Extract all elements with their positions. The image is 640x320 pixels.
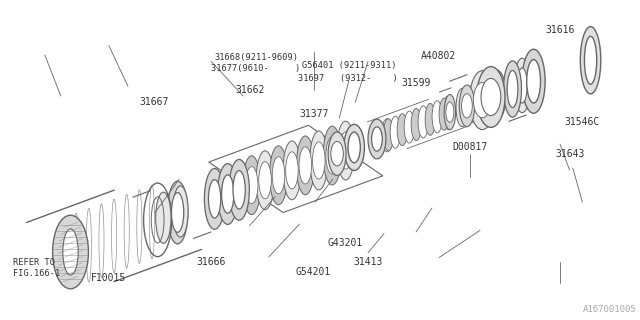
Ellipse shape bbox=[209, 180, 221, 218]
Ellipse shape bbox=[481, 78, 500, 116]
Ellipse shape bbox=[514, 58, 531, 113]
Ellipse shape bbox=[63, 229, 78, 275]
Text: FIG.166-1: FIG.166-1 bbox=[13, 269, 60, 278]
Ellipse shape bbox=[331, 141, 343, 166]
Ellipse shape bbox=[580, 27, 601, 94]
Ellipse shape bbox=[517, 68, 527, 103]
Ellipse shape bbox=[323, 126, 341, 185]
Ellipse shape bbox=[326, 137, 339, 174]
Text: G54201: G54201 bbox=[296, 267, 332, 277]
Ellipse shape bbox=[584, 36, 596, 84]
Ellipse shape bbox=[167, 181, 188, 244]
Ellipse shape bbox=[527, 60, 541, 103]
Ellipse shape bbox=[259, 162, 271, 199]
Text: 31616: 31616 bbox=[545, 25, 575, 36]
Ellipse shape bbox=[456, 88, 468, 127]
Ellipse shape bbox=[328, 132, 346, 175]
Ellipse shape bbox=[390, 116, 401, 148]
Ellipse shape bbox=[344, 124, 364, 171]
Ellipse shape bbox=[383, 119, 394, 151]
Ellipse shape bbox=[173, 186, 188, 237]
Text: D00817: D00817 bbox=[452, 142, 488, 152]
Text: 31662: 31662 bbox=[235, 84, 264, 95]
Ellipse shape bbox=[368, 119, 386, 159]
Text: 31697   (9312-    ): 31697 (9312- ) bbox=[298, 74, 397, 83]
Ellipse shape bbox=[245, 167, 258, 204]
Ellipse shape bbox=[310, 131, 328, 190]
Ellipse shape bbox=[299, 147, 312, 184]
Ellipse shape bbox=[446, 102, 454, 122]
Ellipse shape bbox=[312, 142, 325, 179]
Ellipse shape bbox=[507, 70, 518, 108]
Ellipse shape bbox=[504, 61, 522, 117]
Ellipse shape bbox=[397, 114, 408, 146]
Ellipse shape bbox=[221, 175, 234, 213]
Ellipse shape bbox=[348, 132, 360, 163]
Ellipse shape bbox=[372, 127, 382, 151]
Ellipse shape bbox=[487, 70, 506, 120]
Text: A167001005: A167001005 bbox=[583, 305, 637, 314]
Ellipse shape bbox=[285, 152, 298, 189]
Text: 31668(9211-9609): 31668(9211-9609) bbox=[214, 53, 298, 62]
Text: A40802: A40802 bbox=[420, 51, 456, 61]
Ellipse shape bbox=[218, 164, 238, 224]
Ellipse shape bbox=[296, 136, 314, 195]
Ellipse shape bbox=[474, 83, 492, 118]
Text: G56401 (9211-9311): G56401 (9211-9311) bbox=[301, 61, 396, 70]
Text: 31677(9610-     ): 31677(9610- ) bbox=[211, 64, 301, 73]
Ellipse shape bbox=[243, 156, 260, 215]
Text: G43201: G43201 bbox=[328, 238, 364, 248]
Ellipse shape bbox=[269, 146, 287, 205]
Ellipse shape bbox=[411, 108, 421, 140]
Ellipse shape bbox=[477, 67, 505, 127]
Ellipse shape bbox=[272, 157, 285, 194]
Ellipse shape bbox=[156, 192, 171, 243]
Ellipse shape bbox=[172, 193, 184, 232]
Text: 31599: 31599 bbox=[401, 78, 431, 88]
Ellipse shape bbox=[52, 215, 88, 289]
Text: 31546C: 31546C bbox=[564, 116, 600, 127]
Ellipse shape bbox=[439, 98, 449, 130]
Ellipse shape bbox=[461, 94, 472, 118]
Text: 31643: 31643 bbox=[555, 148, 584, 159]
Ellipse shape bbox=[283, 141, 301, 200]
Ellipse shape bbox=[204, 168, 225, 229]
Ellipse shape bbox=[233, 171, 245, 209]
Ellipse shape bbox=[256, 151, 274, 210]
Ellipse shape bbox=[229, 159, 250, 220]
Ellipse shape bbox=[339, 132, 352, 169]
Text: 31413: 31413 bbox=[353, 257, 383, 268]
Ellipse shape bbox=[337, 121, 355, 180]
Text: 31666: 31666 bbox=[196, 257, 226, 268]
Ellipse shape bbox=[470, 76, 489, 126]
Text: F10015: F10015 bbox=[91, 273, 127, 284]
Ellipse shape bbox=[444, 94, 456, 130]
Ellipse shape bbox=[425, 103, 435, 135]
Ellipse shape bbox=[418, 106, 428, 138]
Ellipse shape bbox=[467, 84, 480, 123]
Text: 31377: 31377 bbox=[299, 108, 328, 119]
Ellipse shape bbox=[460, 85, 475, 127]
Ellipse shape bbox=[522, 49, 545, 113]
Text: 31667: 31667 bbox=[139, 97, 168, 108]
Text: REFER TO: REFER TO bbox=[13, 258, 55, 267]
Ellipse shape bbox=[404, 111, 415, 143]
Ellipse shape bbox=[470, 71, 495, 130]
Ellipse shape bbox=[432, 101, 442, 133]
